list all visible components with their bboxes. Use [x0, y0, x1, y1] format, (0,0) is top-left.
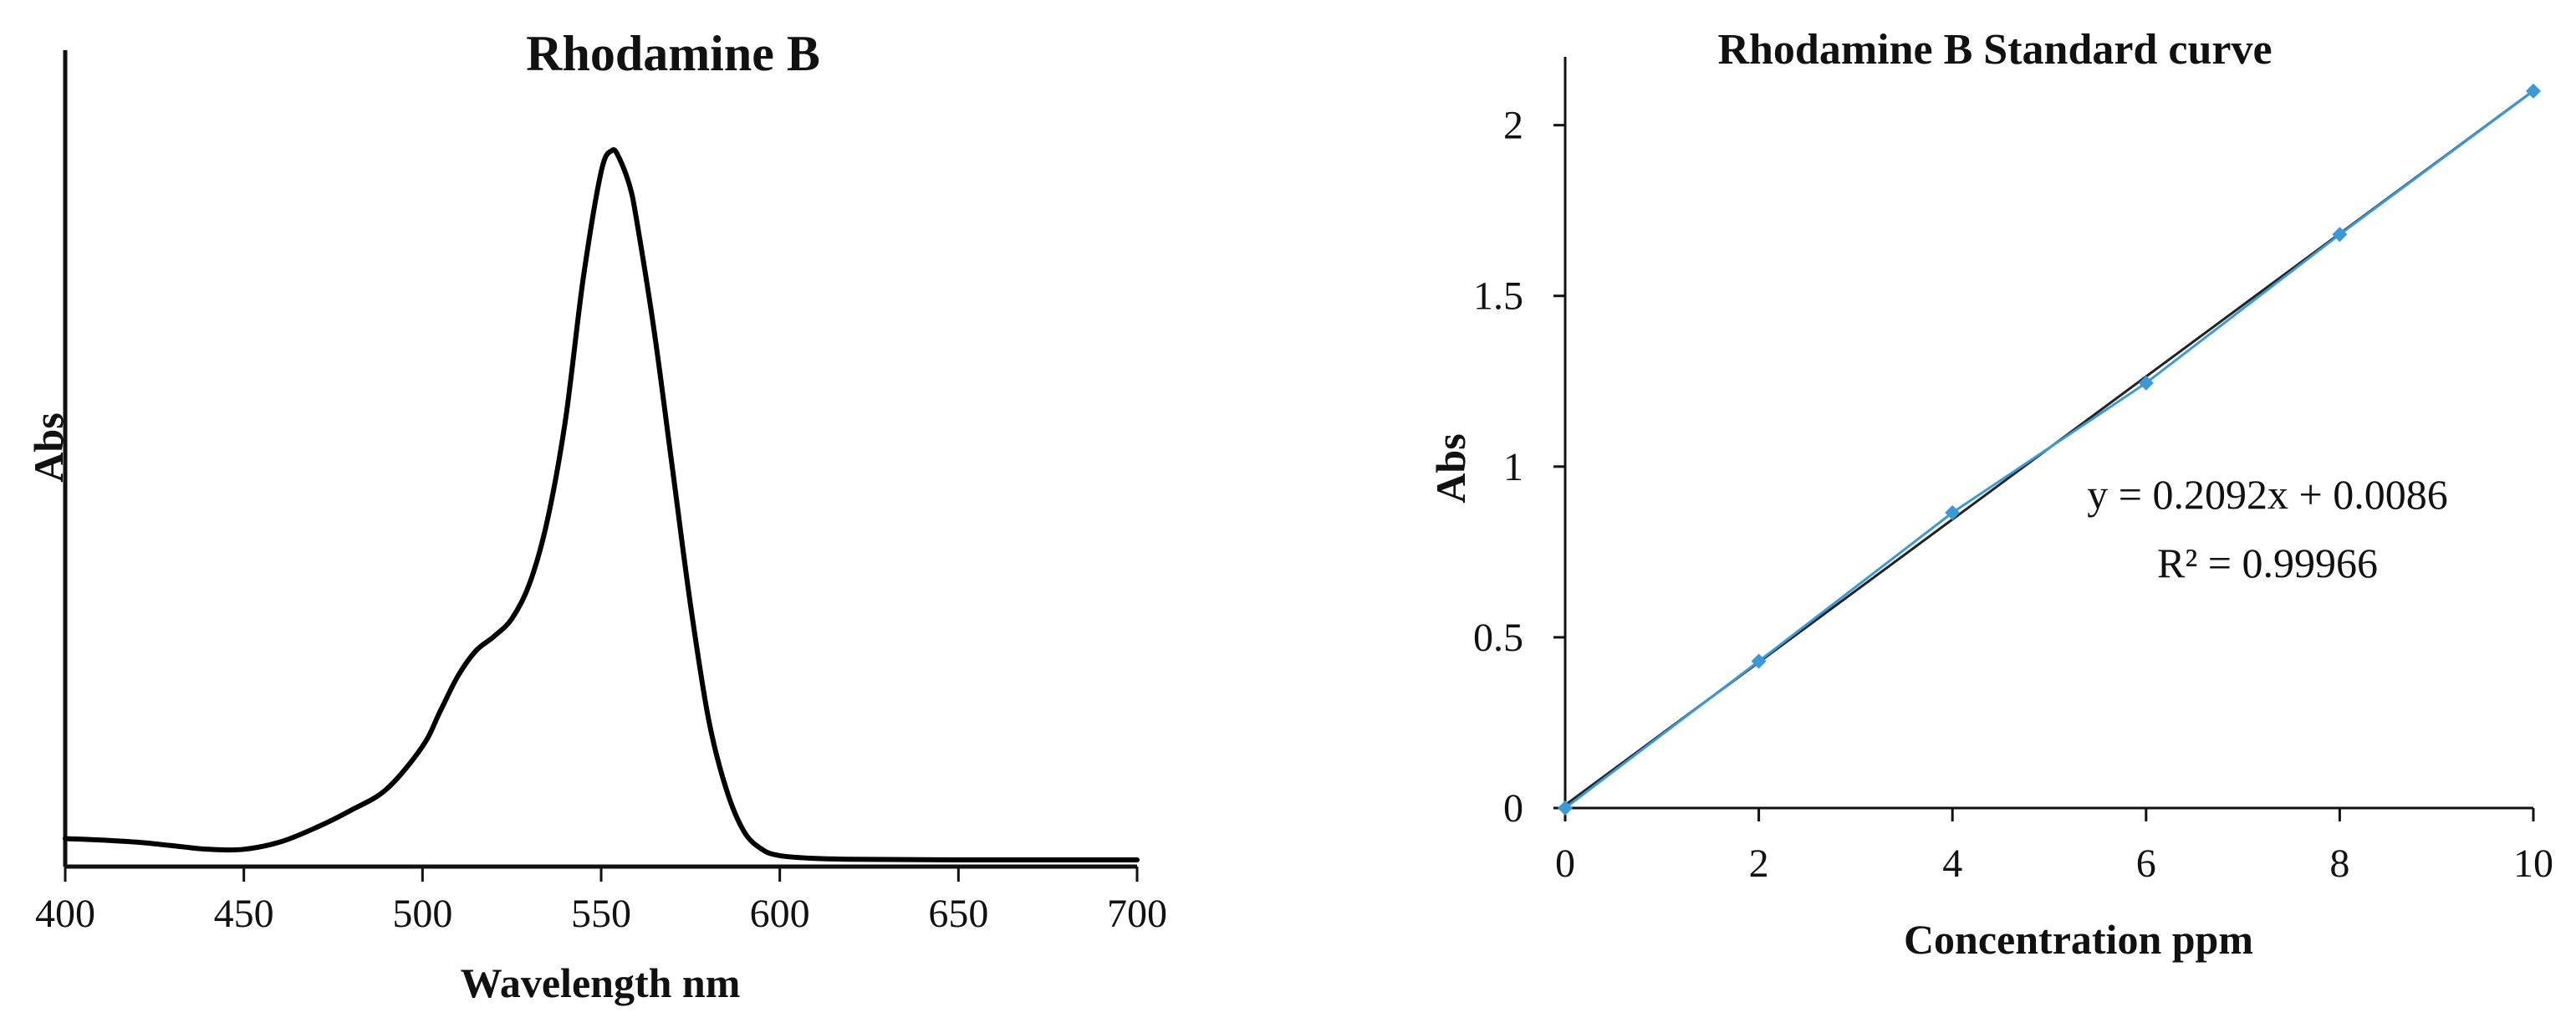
spectrum-x-tick-label: 650: [928, 892, 988, 936]
standard-curve-x-tick-label: 0: [1555, 841, 1575, 886]
standard-curve-data-point: [1751, 653, 1767, 669]
spectrum-chart: Rhodamine B Abs Wavelength nm 400 450 500 5…: [25, 26, 1167, 1006]
standard-curve-y-ticks: 0 0.5 1 1.5 2: [1473, 104, 1565, 831]
spectrum-x-tick-label: 450: [214, 892, 274, 936]
spectrum-x-tick-label: 400: [35, 892, 95, 936]
standard-curve-x-tick-label: 8: [2329, 841, 2349, 886]
spectrum-x-tick-label: 600: [750, 892, 810, 936]
r-squared-label: R² = 0.99966: [2157, 540, 2378, 586]
standard-curve-x-ticks: 0 2 4 6 8 10: [1555, 808, 2553, 886]
standard-curve-x-tick-label: 10: [2513, 841, 2553, 886]
standard-curve-series-line: [1564, 90, 2534, 810]
spectrum-curve: [63, 147, 1140, 863]
standard-curve-x-tick-label: 4: [1942, 841, 1962, 886]
standard-curve-y-tick-label: 1.5: [1473, 274, 1523, 319]
standard-curve-data-point: [2526, 83, 2541, 99]
spectrum-x-tick-label: 500: [392, 892, 452, 936]
standard-curve-points: [1558, 83, 2541, 816]
standard-curve-data-point: [1558, 800, 1573, 816]
spectrum-x-ticks: 400 450 500 550 600 650 700: [35, 867, 1167, 936]
standard-curve-y-tick-label: 0.5: [1473, 616, 1523, 660]
standard-curve-x-tick-label: 2: [1749, 841, 1769, 886]
standard-curve-x-axis-label: Concentration ppm: [1904, 916, 2253, 963]
standard-curve-y-tick-label: 1: [1503, 445, 1523, 489]
standard-curve-title: Rhodamine B Standard curve: [1717, 26, 2272, 74]
standard-curve-y-tick-label: 0: [1503, 786, 1523, 831]
trendline-equation: y = 0.2092x + 0.0086: [2087, 471, 2447, 518]
standard-curve-data-point: [1945, 504, 1961, 520]
standard-curve-x-tick-label: 6: [2136, 841, 2156, 886]
spectrum-x-axis-label: Wavelength nm: [461, 959, 741, 1006]
standard-curve-data-point: [2332, 227, 2348, 243]
standard-curve-y-tick-label: 2: [1503, 104, 1523, 148]
standard-curve-data-point: [2138, 375, 2154, 391]
standard-curve-chart: Rhodamine B Standard curve Abs Concentra…: [1427, 26, 2553, 963]
spectrum-title: Rhodamine B: [526, 26, 820, 81]
spectrum-x-tick-label: 550: [571, 892, 631, 936]
spectrum-x-tick-label: 700: [1107, 892, 1167, 936]
standard-curve-y-axis-label: Abs: [1427, 433, 1474, 503]
